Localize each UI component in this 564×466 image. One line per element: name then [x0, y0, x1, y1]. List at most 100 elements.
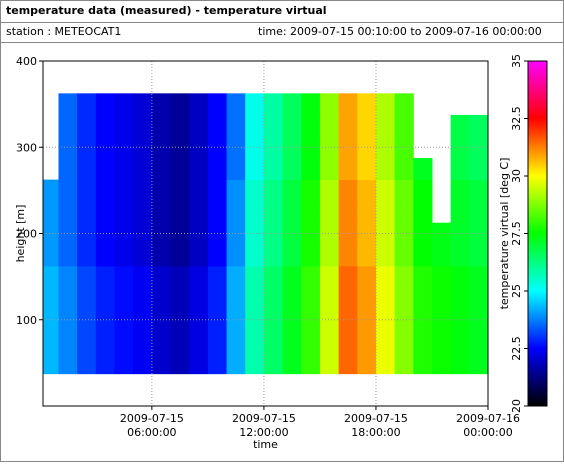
cell: [245, 265, 265, 288]
cell: [77, 330, 97, 353]
cell: [469, 330, 488, 353]
cell: [77, 136, 97, 159]
cell: [245, 136, 265, 159]
cell: [151, 179, 172, 202]
cell: [226, 287, 246, 310]
x-tick-label: 2009-07-15 12:00:00: [232, 412, 296, 439]
cell: [43, 330, 59, 353]
cell: [319, 158, 340, 181]
cell: [431, 287, 452, 310]
cell: [263, 244, 284, 267]
cell: [245, 179, 265, 202]
cell: [226, 308, 246, 332]
cell: [95, 179, 116, 202]
cell: [151, 114, 172, 137]
cell: [207, 244, 228, 267]
cell: [151, 287, 172, 310]
cell: [394, 158, 414, 181]
cell: [319, 179, 340, 202]
cell: [77, 201, 97, 224]
y-tick-label: 400: [16, 55, 37, 68]
cell: [301, 114, 321, 137]
cell: [189, 308, 209, 332]
cell: [114, 179, 134, 202]
cell: [133, 265, 153, 288]
cell: [338, 330, 358, 353]
cell: [133, 114, 153, 137]
title: temperature data (measured) - temperatur…: [6, 4, 327, 17]
cell: [282, 179, 302, 202]
cell: [114, 265, 134, 288]
y-tick-label: 200: [16, 228, 37, 241]
cell: [375, 201, 396, 224]
cell: [263, 201, 284, 224]
cell: [357, 158, 377, 181]
cell: [170, 136, 190, 159]
cell: [151, 93, 172, 116]
cell: [95, 136, 116, 159]
cell: [114, 158, 134, 181]
cell: [245, 222, 265, 245]
cell: [226, 352, 246, 375]
cell: [375, 114, 396, 137]
x-tick-label: 2009-07-15 06:00:00: [120, 412, 184, 439]
cell: [77, 222, 97, 245]
cell: [394, 222, 414, 245]
cell: [226, 158, 246, 181]
cell: [413, 287, 433, 310]
cell: [319, 222, 340, 245]
cell: [95, 93, 116, 116]
x-axis-label: time: [253, 438, 278, 451]
cell: [114, 93, 134, 116]
cell: [413, 265, 433, 288]
cell: [226, 201, 246, 224]
cell: [375, 287, 396, 310]
cell: [357, 265, 377, 288]
cell: [338, 244, 358, 267]
cell: [170, 244, 190, 267]
cell: [319, 352, 340, 375]
cell: [263, 222, 284, 245]
y-tick-label: 100: [16, 314, 37, 327]
cell: [282, 352, 302, 375]
cell: [394, 330, 414, 353]
cell: [263, 330, 284, 353]
y-axis-label: height [m]: [14, 205, 27, 263]
cell: [207, 265, 228, 288]
cell: [189, 352, 209, 375]
cell: [338, 114, 358, 137]
cell: [226, 93, 246, 116]
cell: [58, 330, 78, 353]
cell: [95, 287, 116, 310]
cell: [245, 244, 265, 267]
cell: [375, 244, 396, 267]
cell: [301, 244, 321, 267]
cell: [357, 201, 377, 224]
x-tick-label: 2009-07-15 18:00:00: [344, 412, 408, 439]
cell: [469, 179, 488, 202]
cell: [450, 201, 470, 224]
cell: [338, 93, 358, 116]
cell: [133, 201, 153, 224]
cell: [95, 308, 116, 332]
cell: [394, 287, 414, 310]
x-tick-label: 2009-07-16 00:00:00: [456, 412, 520, 439]
cell: [413, 308, 433, 332]
cell: [207, 114, 228, 137]
cell: [263, 265, 284, 288]
cell: [431, 330, 452, 353]
cell: [58, 136, 78, 159]
cell: [170, 330, 190, 353]
colorbar: [527, 60, 548, 407]
cell: [151, 244, 172, 267]
cell: [357, 93, 377, 116]
cell: [151, 265, 172, 288]
cell: [133, 330, 153, 353]
cell: [114, 201, 134, 224]
cells: [43, 93, 488, 375]
cell: [189, 179, 209, 202]
cell: [301, 265, 321, 288]
cell: [282, 201, 302, 224]
cell: [394, 308, 414, 332]
cell: [133, 93, 153, 116]
